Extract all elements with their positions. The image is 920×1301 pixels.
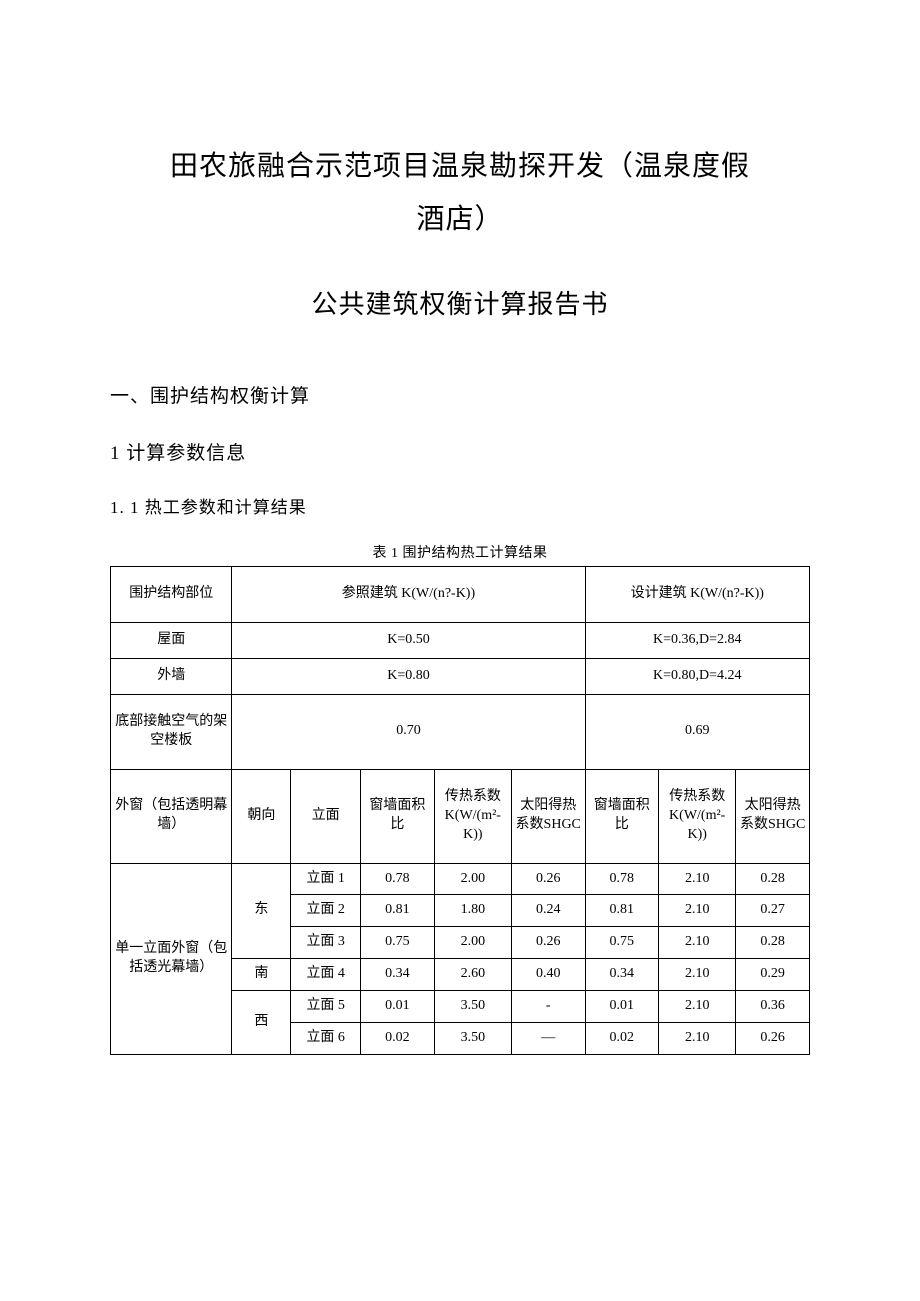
cell-k-header-des: 传热系数K(W/(m²-K))	[659, 769, 736, 863]
cell-single-facade-label: 单一立面外窗（包括透光幕墙）	[111, 863, 232, 1054]
row-facade-1: 单一立面外窗（包括透光幕墙） 东 立面 1 0.78 2.00 0.26 0.7…	[111, 863, 810, 895]
cell-r6-dshgc: 0.26	[736, 1022, 810, 1054]
col-part: 围护结构部位	[111, 567, 232, 623]
cell-r5-shgc: -	[511, 991, 585, 1023]
cell-r5-k: 3.50	[434, 991, 511, 1023]
cell-r4-shgc: 0.40	[511, 959, 585, 991]
row-wall: 外墙 K=0.80 K=0.80,D=4.24	[111, 659, 810, 695]
section-heading-2: 1 计算参数信息	[110, 438, 810, 465]
cell-floor-ref: 0.70	[232, 695, 585, 770]
cell-window-label: 外窗（包括透明幕墙）	[111, 769, 232, 863]
cell-r2-dwwr: 0.81	[585, 895, 659, 927]
cell-r1-dk: 2.10	[659, 863, 736, 895]
section-heading-1: 一、围护结构权衡计算	[110, 381, 810, 408]
cell-wall-ref: K=0.80	[232, 659, 585, 695]
cell-r3-k: 2.00	[434, 927, 511, 959]
cell-f4: 立面 4	[291, 959, 361, 991]
cell-r6-dwwr: 0.02	[585, 1022, 659, 1054]
cell-floor-des: 0.69	[585, 695, 809, 770]
cell-wwr-header-des: 窗墙面积比	[585, 769, 659, 863]
cell-r6-dk: 2.10	[659, 1022, 736, 1054]
cell-orient-west: 西	[232, 991, 291, 1055]
table-caption: 表 1 围护结构热工计算结果	[110, 542, 810, 562]
cell-r5-dwwr: 0.01	[585, 991, 659, 1023]
cell-r1-dshgc: 0.28	[736, 863, 810, 895]
cell-r6-shgc: —	[511, 1022, 585, 1054]
cell-orient-south: 南	[232, 959, 291, 991]
cell-orient-east: 东	[232, 863, 291, 959]
cell-r5-dshgc: 0.36	[736, 991, 810, 1023]
cell-r4-dk: 2.10	[659, 959, 736, 991]
cell-r4-k: 2.60	[434, 959, 511, 991]
cell-k-header-ref: 传热系数K(W/(m²-K))	[434, 769, 511, 863]
cell-r6-k: 3.50	[434, 1022, 511, 1054]
cell-floor-label: 底部接触空气的架空楼板	[111, 695, 232, 770]
cell-roof-ref: K=0.50	[232, 623, 585, 659]
cell-f3: 立面 3	[291, 927, 361, 959]
col-design: 设计建筑 K(W/(n?-K))	[585, 567, 809, 623]
cell-r4-wwr: 0.34	[361, 959, 435, 991]
table-header-row: 围护结构部位 参照建筑 K(W/(n?-K)) 设计建筑 K(W/(n?-K))	[111, 567, 810, 623]
cell-r5-dk: 2.10	[659, 991, 736, 1023]
cell-r3-dwwr: 0.75	[585, 927, 659, 959]
cell-r2-wwr: 0.81	[361, 895, 435, 927]
section-heading-3: 1. 1 热工参数和计算结果	[110, 493, 810, 518]
cell-r2-dshgc: 0.27	[736, 895, 810, 927]
cell-r6-wwr: 0.02	[361, 1022, 435, 1054]
title-line-1: 田农旅融合示范项目温泉勘探开发（温泉度假	[170, 151, 750, 182]
cell-r1-shgc: 0.26	[511, 863, 585, 895]
cell-r1-k: 2.00	[434, 863, 511, 895]
cell-r3-wwr: 0.75	[361, 927, 435, 959]
cell-wall-label: 外墙	[111, 659, 232, 695]
page: 田农旅融合示范项目温泉勘探开发（温泉度假 酒店） 公共建筑权衡计算报告书 一、围…	[0, 0, 920, 1115]
document-title: 田农旅融合示范项目温泉勘探开发（温泉度假 酒店）	[110, 140, 810, 246]
cell-f6: 立面 6	[291, 1022, 361, 1054]
cell-f2: 立面 2	[291, 895, 361, 927]
cell-r5-wwr: 0.01	[361, 991, 435, 1023]
row-floor: 底部接触空气的架空楼板 0.70 0.69	[111, 695, 810, 770]
title-line-2: 酒店）	[416, 204, 503, 235]
cell-r4-dwwr: 0.34	[585, 959, 659, 991]
document-subtitle: 公共建筑权衡计算报告书	[110, 284, 810, 321]
cell-shgc-header-des: 太阳得热系数SHGC	[736, 769, 810, 863]
row-window-header: 外窗（包括透明幕墙） 朝向 立面 窗墙面积比 传热系数K(W/(m²-K)) 太…	[111, 769, 810, 863]
row-roof: 屋面 K=0.50 K=0.36,D=2.84	[111, 623, 810, 659]
cell-roof-des: K=0.36,D=2.84	[585, 623, 809, 659]
cell-orient-header: 朝向	[232, 769, 291, 863]
cell-facade-header: 立面	[291, 769, 361, 863]
cell-r1-dwwr: 0.78	[585, 863, 659, 895]
cell-r2-dk: 2.10	[659, 895, 736, 927]
cell-f1: 立面 1	[291, 863, 361, 895]
cell-f5: 立面 5	[291, 991, 361, 1023]
cell-r4-dshgc: 0.29	[736, 959, 810, 991]
cell-r2-k: 1.80	[434, 895, 511, 927]
cell-wall-des: K=0.80,D=4.24	[585, 659, 809, 695]
cell-wwr-header-ref: 窗墙面积比	[361, 769, 435, 863]
col-reference: 参照建筑 K(W/(n?-K))	[232, 567, 585, 623]
cell-shgc-header-ref: 太阳得热系数SHGC	[511, 769, 585, 863]
cell-r3-dk: 2.10	[659, 927, 736, 959]
cell-r2-shgc: 0.24	[511, 895, 585, 927]
thermal-table: 围护结构部位 参照建筑 K(W/(n?-K)) 设计建筑 K(W/(n?-K))…	[110, 566, 810, 1054]
cell-r3-dshgc: 0.28	[736, 927, 810, 959]
cell-r3-shgc: 0.26	[511, 927, 585, 959]
cell-roof-label: 屋面	[111, 623, 232, 659]
cell-r1-wwr: 0.78	[361, 863, 435, 895]
